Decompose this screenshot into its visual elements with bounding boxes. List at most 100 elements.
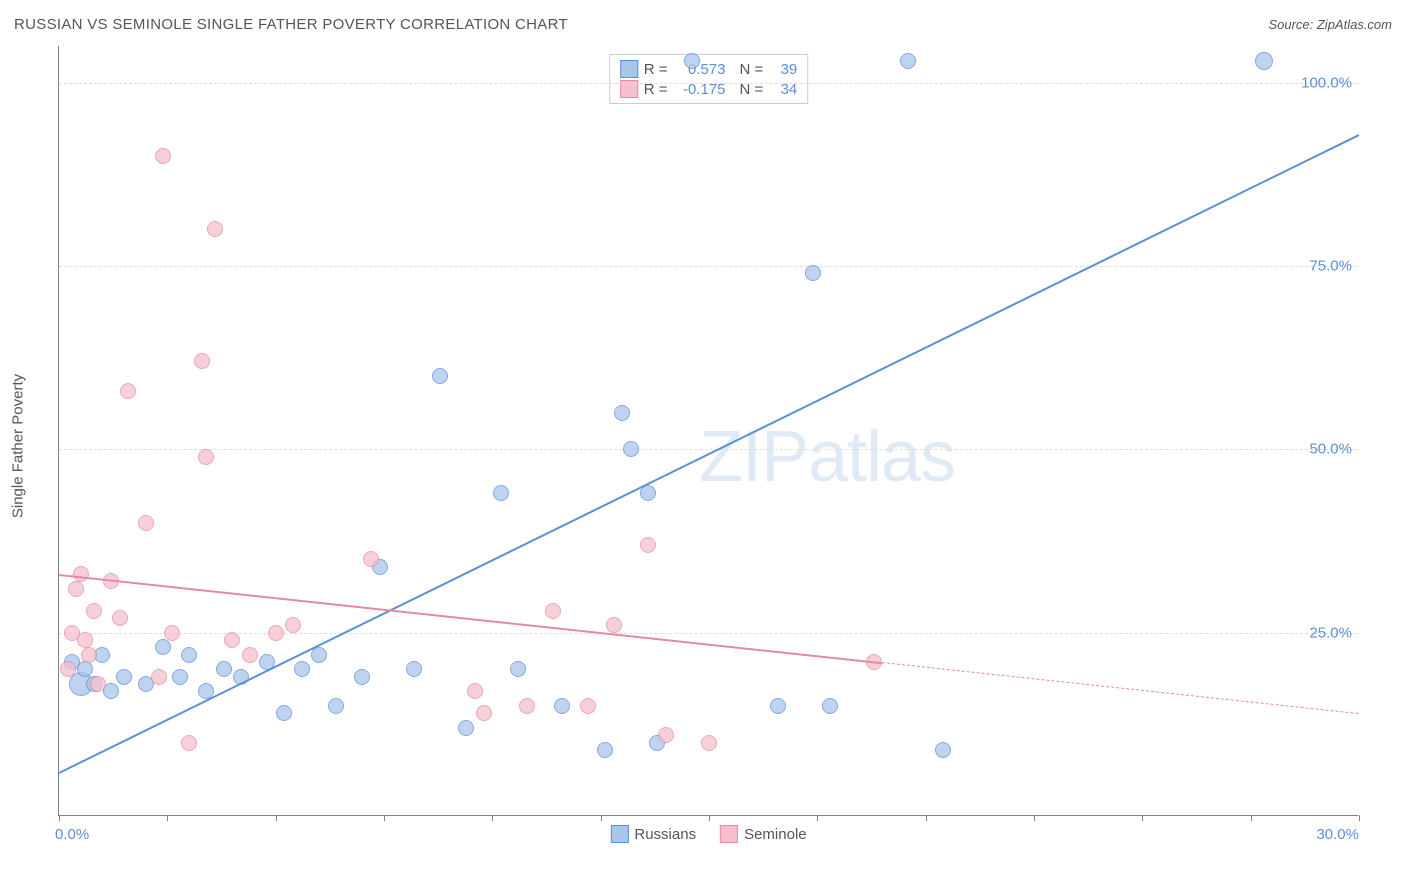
data-point-russians bbox=[406, 661, 422, 677]
y-tick-label: 100.0% bbox=[1301, 74, 1352, 91]
y-tick-label: 50.0% bbox=[1309, 441, 1352, 458]
data-point-russians bbox=[597, 742, 613, 758]
data-point-russians bbox=[493, 485, 509, 501]
data-point-seminole bbox=[640, 537, 656, 553]
data-point-seminole bbox=[164, 625, 180, 641]
data-point-russians bbox=[822, 698, 838, 714]
x-tick-mark bbox=[1251, 815, 1252, 821]
data-point-russians bbox=[458, 720, 474, 736]
correlation-stats-box: R =0.573N =39R =-0.175N =34 bbox=[609, 54, 809, 104]
data-point-seminole bbox=[112, 610, 128, 626]
source-attribution: Source: ZipAtlas.com bbox=[1268, 17, 1392, 32]
data-point-seminole bbox=[138, 515, 154, 531]
gridline-h bbox=[59, 449, 1358, 450]
source-prefix: Source: bbox=[1268, 17, 1316, 32]
x-tick-mark bbox=[817, 815, 818, 821]
data-point-russians bbox=[554, 698, 570, 714]
stat-r-label: R = bbox=[644, 61, 668, 78]
data-point-seminole bbox=[181, 735, 197, 751]
trendline bbox=[882, 662, 1359, 714]
chart-header: RUSSIAN VS SEMINOLE SINGLE FATHER POVERT… bbox=[0, 0, 1406, 40]
data-point-russians bbox=[510, 661, 526, 677]
x-tick-mark bbox=[1142, 815, 1143, 821]
data-point-russians bbox=[614, 405, 630, 421]
data-point-russians bbox=[276, 705, 292, 721]
stats-row-russians: R = 0.573 N = 39 bbox=[620, 60, 798, 78]
stat-n-value: 39 bbox=[769, 61, 797, 78]
gridline-h bbox=[59, 83, 1358, 84]
series-legend: Russians Seminole bbox=[610, 825, 806, 843]
data-point-seminole bbox=[476, 705, 492, 721]
gridline-h bbox=[59, 633, 1358, 634]
data-point-russians bbox=[172, 669, 188, 685]
watermark-text: ZIPatlas bbox=[699, 416, 955, 498]
data-point-seminole bbox=[545, 603, 561, 619]
data-point-russians bbox=[935, 742, 951, 758]
x-tick-mark bbox=[926, 815, 927, 821]
data-point-seminole bbox=[224, 632, 240, 648]
data-point-russians bbox=[294, 661, 310, 677]
y-tick-label: 25.0% bbox=[1309, 624, 1352, 641]
data-point-seminole bbox=[86, 603, 102, 619]
data-point-seminole bbox=[467, 683, 483, 699]
source-name: ZipAtlas.com bbox=[1317, 17, 1392, 32]
data-point-russians bbox=[640, 485, 656, 501]
legend-item-seminole: Seminole bbox=[720, 825, 807, 843]
x-tick-label: 30.0% bbox=[1316, 826, 1359, 843]
data-point-seminole bbox=[658, 727, 674, 743]
y-tick-label: 75.0% bbox=[1309, 258, 1352, 275]
data-point-seminole bbox=[194, 353, 210, 369]
data-point-russians bbox=[155, 639, 171, 655]
data-point-seminole bbox=[285, 617, 301, 633]
data-point-seminole bbox=[606, 617, 622, 633]
data-point-seminole bbox=[268, 625, 284, 641]
data-point-seminole bbox=[60, 661, 76, 677]
stat-r-value: 0.573 bbox=[674, 61, 726, 78]
x-tick-mark bbox=[1359, 815, 1360, 821]
data-point-russians bbox=[216, 661, 232, 677]
data-point-russians bbox=[181, 647, 197, 663]
x-tick-mark bbox=[167, 815, 168, 821]
data-point-seminole bbox=[580, 698, 596, 714]
legend-swatch bbox=[620, 60, 638, 78]
x-tick-mark bbox=[1034, 815, 1035, 821]
y-axis-label: Single Father Poverty bbox=[10, 374, 27, 518]
data-point-russians bbox=[623, 441, 639, 457]
data-point-russians bbox=[432, 368, 448, 384]
data-point-seminole bbox=[242, 647, 258, 663]
data-point-russians bbox=[684, 53, 700, 69]
data-point-russians bbox=[354, 669, 370, 685]
data-point-russians bbox=[328, 698, 344, 714]
stat-n-label: N = bbox=[740, 61, 764, 78]
data-point-seminole bbox=[207, 221, 223, 237]
data-point-russians bbox=[77, 661, 93, 677]
data-point-russians bbox=[116, 669, 132, 685]
data-point-seminole bbox=[77, 632, 93, 648]
data-point-seminole bbox=[151, 669, 167, 685]
x-tick-mark bbox=[59, 815, 60, 821]
legend-item-russians: Russians bbox=[610, 825, 696, 843]
data-point-seminole bbox=[68, 581, 84, 597]
trendline bbox=[59, 134, 1360, 774]
data-point-seminole bbox=[120, 383, 136, 399]
data-point-seminole bbox=[90, 676, 106, 692]
x-tick-mark bbox=[601, 815, 602, 821]
data-point-seminole bbox=[519, 698, 535, 714]
data-point-seminole bbox=[701, 735, 717, 751]
data-point-seminole bbox=[73, 566, 89, 582]
data-point-seminole bbox=[198, 449, 214, 465]
scatter-plot-area: ZIPatlas R =0.573N =39R =-0.175N =34 Rus… bbox=[58, 46, 1358, 816]
chart-title: RUSSIAN VS SEMINOLE SINGLE FATHER POVERT… bbox=[14, 16, 568, 33]
x-tick-label: 0.0% bbox=[55, 826, 89, 843]
x-tick-mark bbox=[492, 815, 493, 821]
legend-label: Seminole bbox=[744, 826, 807, 843]
x-tick-mark bbox=[276, 815, 277, 821]
data-point-russians bbox=[770, 698, 786, 714]
legend-swatch bbox=[720, 825, 738, 843]
x-tick-mark bbox=[384, 815, 385, 821]
gridline-h bbox=[59, 266, 1358, 267]
data-point-seminole bbox=[155, 148, 171, 164]
data-point-seminole bbox=[81, 647, 97, 663]
data-point-seminole bbox=[363, 551, 379, 567]
legend-swatch bbox=[610, 825, 628, 843]
